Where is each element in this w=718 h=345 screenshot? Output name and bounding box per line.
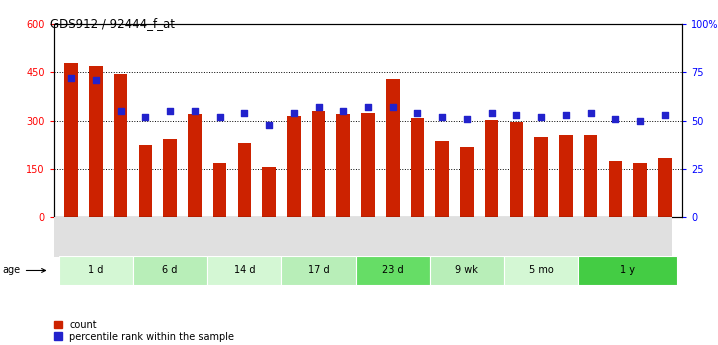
Point xyxy=(337,108,349,114)
Bar xyxy=(208,256,281,285)
Point xyxy=(486,110,498,116)
Point xyxy=(585,110,597,116)
Text: 1 d: 1 d xyxy=(88,266,103,275)
Bar xyxy=(584,135,597,217)
Bar xyxy=(559,135,573,217)
Bar xyxy=(386,79,399,217)
Bar xyxy=(133,256,208,285)
Text: 14 d: 14 d xyxy=(233,266,255,275)
Bar xyxy=(65,63,78,217)
Bar xyxy=(355,256,430,285)
Point xyxy=(362,105,373,110)
Point xyxy=(139,114,151,120)
Bar xyxy=(430,256,504,285)
Bar xyxy=(287,116,301,217)
Bar xyxy=(213,163,226,217)
Point xyxy=(510,112,522,118)
Text: 17 d: 17 d xyxy=(308,266,330,275)
Bar xyxy=(59,256,133,285)
Bar xyxy=(633,162,647,217)
Legend: count, percentile rank within the sample: count, percentile rank within the sample xyxy=(54,320,234,342)
Point xyxy=(238,110,250,116)
Point xyxy=(288,110,299,116)
Bar xyxy=(188,114,202,217)
Point xyxy=(115,108,126,114)
Bar xyxy=(510,122,523,217)
Bar xyxy=(658,158,671,217)
Point xyxy=(90,77,102,83)
Text: 1 y: 1 y xyxy=(620,266,635,275)
Point xyxy=(65,76,77,81)
Point xyxy=(214,114,225,120)
Bar xyxy=(262,167,276,217)
Text: age: age xyxy=(3,266,45,275)
Bar xyxy=(435,141,449,217)
Point xyxy=(189,108,200,114)
Text: 9 wk: 9 wk xyxy=(455,266,478,275)
Bar xyxy=(163,139,177,217)
Point xyxy=(313,105,325,110)
Text: GDS912 / 92444_f_at: GDS912 / 92444_f_at xyxy=(50,17,175,30)
Text: 23 d: 23 d xyxy=(382,266,404,275)
Point xyxy=(634,118,645,124)
Bar xyxy=(312,111,325,217)
Point xyxy=(264,122,275,127)
Point xyxy=(659,112,671,118)
Text: 6 d: 6 d xyxy=(162,266,178,275)
Point xyxy=(437,114,448,120)
Bar xyxy=(504,256,578,285)
Bar xyxy=(281,256,355,285)
Bar xyxy=(411,118,424,217)
Point xyxy=(387,105,398,110)
Bar xyxy=(578,256,677,285)
Bar xyxy=(238,143,251,217)
Point xyxy=(461,116,472,121)
Bar xyxy=(485,120,498,217)
Point xyxy=(164,108,176,114)
Bar xyxy=(139,145,152,217)
Bar xyxy=(609,161,622,217)
Bar xyxy=(114,74,127,217)
Bar xyxy=(361,113,375,217)
Bar xyxy=(534,138,548,217)
Point xyxy=(560,112,572,118)
Text: 5 mo: 5 mo xyxy=(528,266,554,275)
Point xyxy=(610,116,621,121)
Bar xyxy=(460,147,474,217)
Point xyxy=(536,114,547,120)
Point xyxy=(411,110,423,116)
Bar xyxy=(337,114,350,217)
Bar xyxy=(89,66,103,217)
